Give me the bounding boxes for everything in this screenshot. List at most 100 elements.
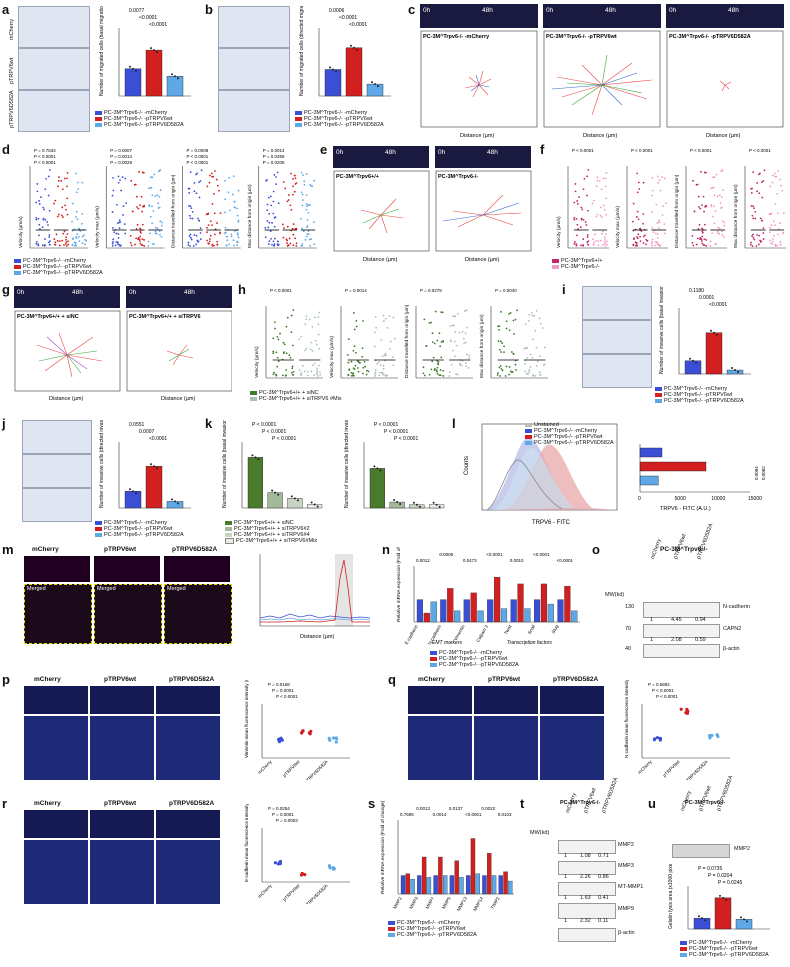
data-point [304, 238, 307, 241]
data-point [381, 355, 384, 358]
data-point [228, 176, 230, 179]
data-point [290, 371, 293, 374]
data-point [348, 369, 351, 371]
data-point [574, 183, 577, 185]
data-point [384, 317, 387, 320]
data-point [703, 238, 706, 241]
tick-label: Calpain 2 [475, 624, 489, 643]
data-point [531, 312, 533, 314]
data-point [224, 179, 227, 182]
data-point [756, 234, 758, 236]
data-point [771, 181, 774, 184]
data-point [373, 345, 376, 348]
data-point [213, 170, 216, 172]
data-point [292, 193, 294, 196]
data-point [266, 220, 269, 222]
data-point [209, 234, 212, 237]
legend-k: PC-3M^Trpv6+/+ + siNC PC-3M^Trpv6+/+ + s… [225, 520, 365, 544]
data-point [112, 238, 115, 241]
tick-label: 15000 [748, 496, 762, 502]
data-point [691, 241, 694, 244]
data-point [286, 244, 289, 247]
data-point [701, 227, 703, 230]
data-point [452, 324, 455, 327]
data-point [151, 222, 154, 225]
legend-d: PC-3M^Trpv6-/- -mCherry PC-3M^Trpv6-/- -… [14, 258, 144, 276]
data-point [271, 222, 273, 224]
data-point [496, 374, 499, 376]
data-point [122, 214, 124, 216]
data-point [508, 373, 511, 376]
data-point [685, 707, 689, 711]
data-point [757, 173, 760, 176]
data-point [454, 315, 457, 318]
data-point [309, 183, 312, 186]
data-point [301, 204, 304, 207]
panel-label-s: s [368, 796, 376, 811]
bar-chart-s: MMP2 0.7695 MMP3 0.0013 MMP7 0.0014 MMP9 0.0137… [380, 800, 514, 912]
bar [459, 877, 464, 895]
data-point [505, 365, 508, 368]
p-value: 0.0137 [449, 806, 463, 811]
data-point [602, 204, 605, 207]
legend-f: PC-3M^Trpv6+/+ PC-3M^Trpv6-/- [552, 258, 632, 270]
data-point [708, 736, 712, 740]
data-point [679, 707, 683, 711]
data-point [697, 206, 700, 208]
data-point [384, 374, 387, 377]
data-point [42, 218, 45, 221]
data-point [35, 201, 38, 204]
data-point [117, 181, 120, 184]
data-point [316, 371, 319, 374]
p-value: 0.1180 [689, 288, 704, 294]
data-point [211, 202, 214, 205]
data-point [161, 221, 163, 224]
tick-label: MMP9 [441, 896, 452, 910]
data-point [189, 205, 192, 208]
data-point [586, 241, 589, 244]
data-point [655, 241, 658, 243]
data-point [771, 238, 774, 240]
data-point [282, 236, 285, 239]
data-point [38, 234, 40, 237]
bar [426, 877, 432, 895]
data-point [273, 216, 276, 219]
data-point [539, 374, 542, 376]
data-point [576, 200, 579, 202]
data-point [129, 241, 132, 244]
data-point [316, 369, 318, 372]
bar [508, 880, 513, 895]
data-point [534, 329, 537, 332]
data-point [279, 332, 281, 335]
data-point [39, 228, 41, 230]
data-point [136, 206, 138, 208]
data-point [499, 340, 502, 343]
data-point [697, 237, 699, 240]
data-point [601, 232, 603, 235]
data-point [438, 332, 441, 335]
data-point [332, 736, 336, 740]
data-point [171, 498, 173, 501]
m-channel-1 [24, 556, 90, 582]
data-point [638, 188, 641, 190]
data-point [274, 237, 276, 240]
data-point [198, 196, 201, 199]
data-point [286, 316, 289, 319]
data-point [158, 230, 161, 232]
data-point [605, 233, 608, 235]
data-point [642, 222, 644, 225]
data-point [237, 219, 240, 222]
data-point [308, 203, 310, 206]
timelapse-thumb-g2: 0h 48h [126, 286, 232, 308]
data-point [463, 342, 466, 344]
transwell-image-d582a-b [218, 90, 290, 132]
data-point [504, 375, 507, 377]
data-point [292, 374, 295, 376]
data-point [714, 242, 717, 245]
svg-text:Distance (µm): Distance (µm) [49, 396, 84, 402]
data-point [156, 51, 158, 54]
data-point [132, 490, 134, 493]
data-point [291, 227, 294, 230]
data-point [465, 353, 468, 356]
